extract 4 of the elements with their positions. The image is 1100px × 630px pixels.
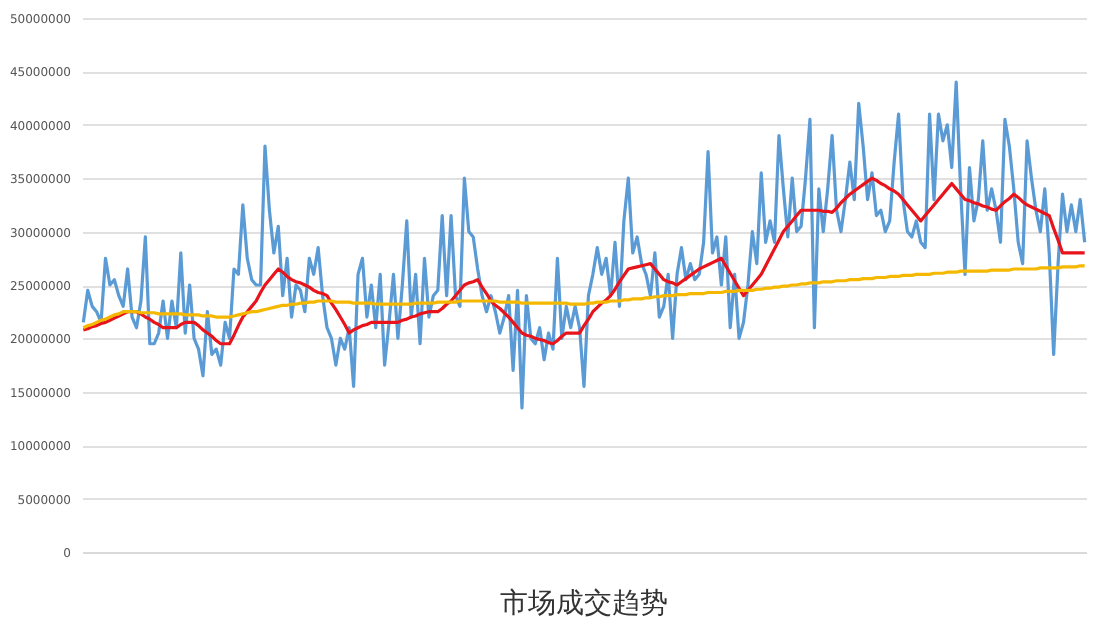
line-series bbox=[81, 176, 1087, 346]
line-series bbox=[81, 264, 1087, 330]
text: 市场成交趋势 bbox=[500, 588, 668, 620]
line-series bbox=[81, 80, 1087, 410]
